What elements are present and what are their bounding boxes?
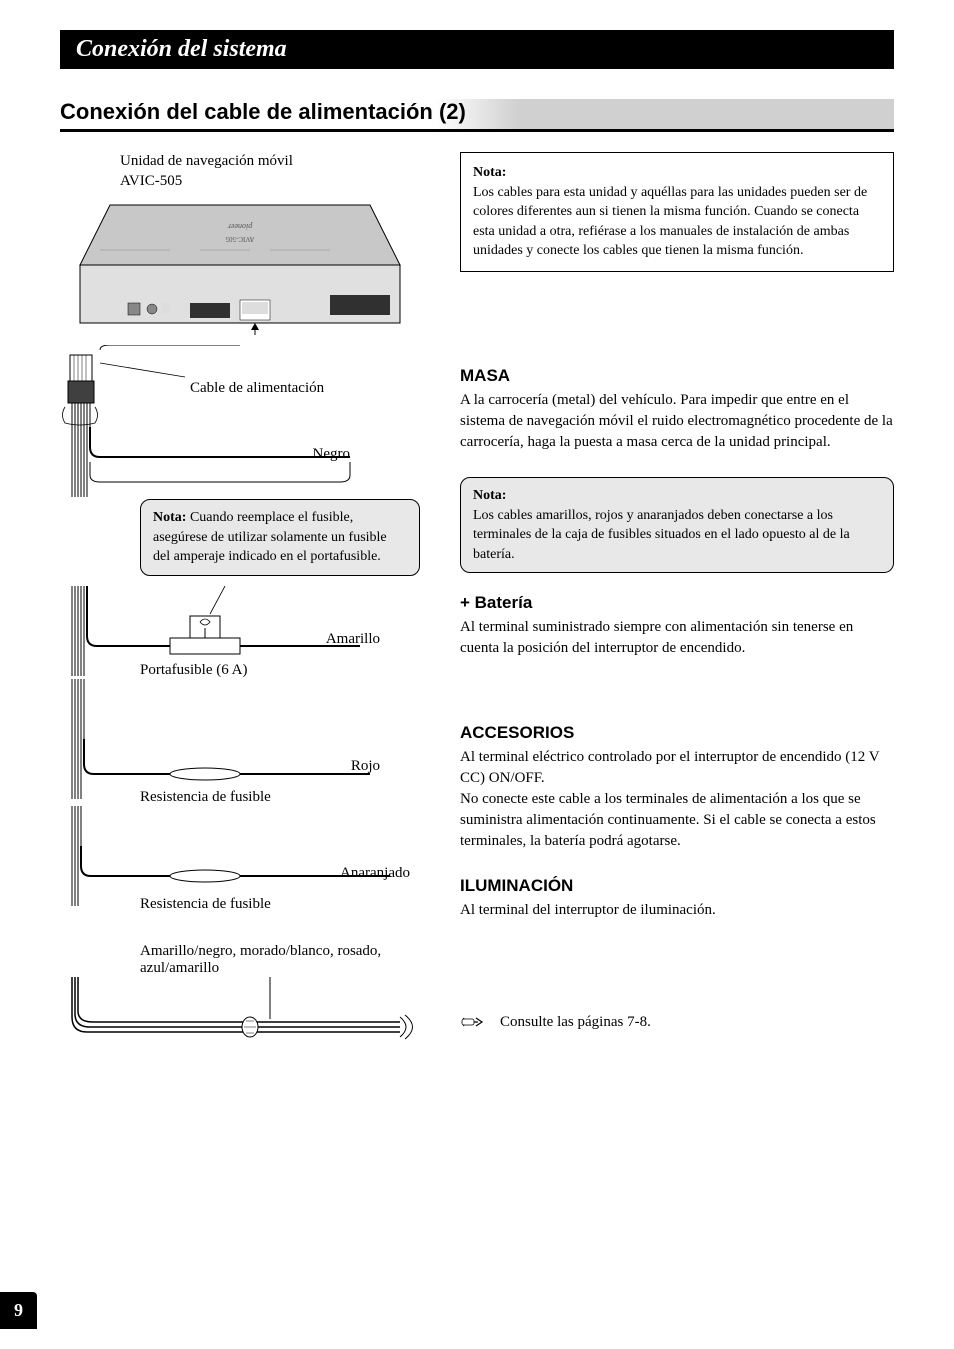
- wire-yellow-svg: [60, 586, 440, 676]
- note-top-right-body: Los cables para esta unidad y aquéllas p…: [473, 185, 867, 259]
- wire-remaining-svg: [60, 977, 520, 1057]
- main-columns: Unidad de navegación móvil AVIC-505 pion…: [60, 152, 894, 1062]
- accesorios-heading: ACCESORIOS: [460, 723, 894, 743]
- note-fuse-left-body: Cuando reemplace el fusible, asegúrese d…: [153, 510, 387, 564]
- reference-text: Consulte las páginas 7-8.: [500, 1014, 651, 1031]
- page-header-title: Conexión del sistema: [76, 36, 287, 62]
- device-svg: pioneer AVIC-505: [70, 195, 410, 335]
- section-heading-text: Conexión del cable de alimentación (2): [60, 99, 466, 124]
- left-column: Unidad de navegación móvil AVIC-505 pion…: [60, 152, 440, 1062]
- bateria-body: Al terminal suministrado siempre con ali…: [460, 617, 894, 659]
- device-label: Unidad de navegación móvil AVIC-505: [120, 152, 440, 191]
- wire-black-svg: [60, 427, 440, 497]
- page-header-bar: Conexión del sistema: [60, 30, 894, 69]
- masa-body: A la carrocería (metal) del vehículo. Pa…: [460, 390, 894, 453]
- device-illustration: pioneer AVIC-505: [70, 195, 440, 345]
- wire-bundle-cont1: [60, 679, 440, 739]
- reference-row: Consulte las páginas 7-8.: [460, 1013, 894, 1031]
- wire-bundle-cont2: [60, 806, 440, 846]
- svg-text:AVIC-505: AVIC-505: [225, 235, 255, 243]
- svg-text:pioneer: pioneer: [227, 222, 253, 231]
- accesorios-body: Al terminal eléctrico controlado por el …: [460, 747, 894, 852]
- device-label-line2: AVIC-505: [120, 172, 440, 192]
- note-top-right: Nota: Los cables para esta unidad y aqué…: [460, 152, 894, 272]
- note-top-right-title: Nota:: [473, 165, 506, 180]
- device-label-line1: Unidad de navegación móvil: [120, 152, 440, 172]
- section-heading: Conexión del cable de alimentación (2): [60, 99, 894, 132]
- right-column: Nota: Los cables para esta unidad y aqué…: [460, 152, 894, 1062]
- iluminacion-heading: ILUMINACIÓN: [460, 876, 894, 896]
- note-fuse-left-title: Nota:: [153, 510, 186, 525]
- note-fuse-right: Nota: Los cables amarillos, rojos y anar…: [460, 477, 894, 573]
- wire-remaining-label: Amarillo/negro, morado/blanco, rosado, a…: [140, 943, 440, 977]
- iluminacion-body: Al terminal del interruptor de iluminaci…: [460, 900, 894, 921]
- note-fuse-left: Nota: Cuando reemplace el fusible, asegú…: [140, 499, 420, 576]
- bateria-heading: + Batería: [460, 593, 894, 613]
- note-fuse-right-body: Los cables amarillos, rojos y anaranjado…: [473, 508, 850, 562]
- note-fuse-right-title: Nota:: [473, 488, 506, 503]
- masa-heading: MASA: [460, 366, 894, 386]
- hand-pointer-icon: [460, 1013, 488, 1031]
- page-number: 9: [0, 1292, 37, 1329]
